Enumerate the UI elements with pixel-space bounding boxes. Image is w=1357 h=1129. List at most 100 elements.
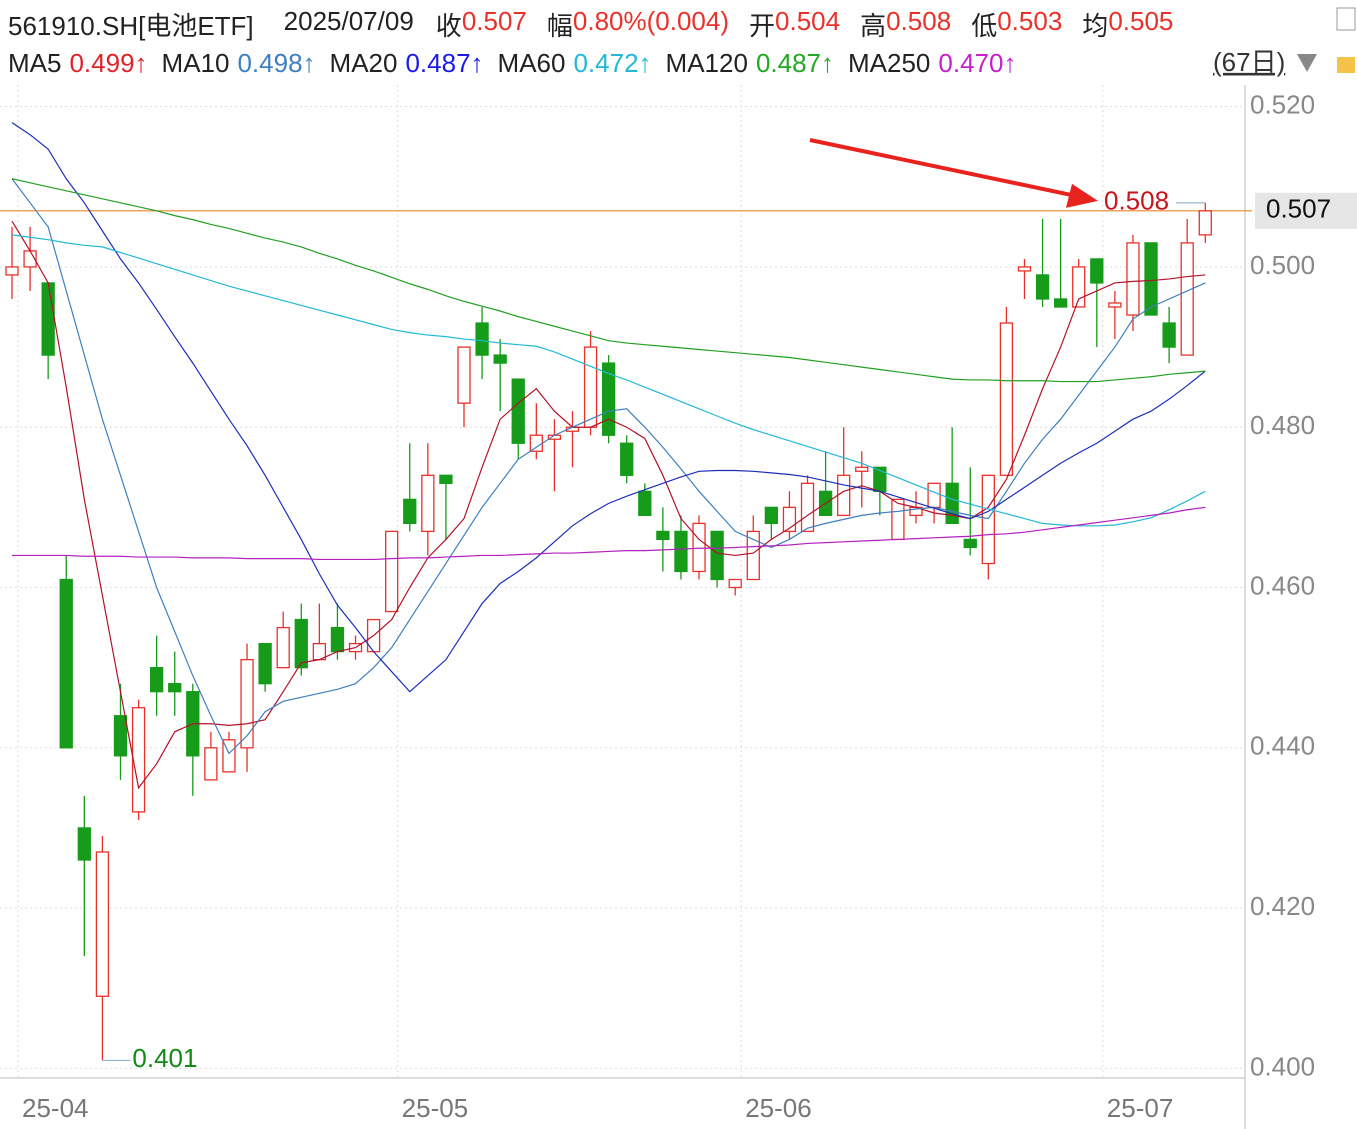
- candle-body: [1180, 242, 1194, 356]
- quote-label: 收: [435, 11, 462, 41]
- candle-body: [529, 434, 543, 452]
- dropdown-arrow[interactable]: [1297, 54, 1317, 72]
- x-tick-label: 25-07: [1107, 1093, 1174, 1123]
- quote-label: 低: [971, 11, 998, 41]
- quote-value: 0.80%(0.004): [572, 6, 730, 36]
- price-tag: [1255, 192, 1357, 229]
- candle-body: [583, 346, 598, 428]
- candle-body: [1053, 298, 1068, 308]
- candle-body: [981, 474, 995, 565]
- min-label: 0.401: [132, 1043, 197, 1073]
- candle-body: [728, 578, 742, 589]
- icon[interactable]: [1336, 7, 1356, 31]
- legend-value: 0.470↑: [938, 48, 1017, 78]
- candle-body: [601, 362, 616, 436]
- candle-body: [330, 626, 345, 653]
- quote-label: 均: [1082, 11, 1109, 41]
- period[interactable]: (67日): [1213, 47, 1285, 77]
- candle-body: [1017, 266, 1032, 272]
- legend-value: 0.487↑: [405, 48, 484, 78]
- header: 561910.SH[电池ETF] 2025/07/09 收 0.507 幅 0.80%(0…: [8, 6, 1173, 43]
- candle-body: [149, 667, 164, 693]
- candle-body: [5, 266, 19, 276]
- legend-value: 0.499↑: [69, 48, 148, 78]
- candle-body: [837, 474, 851, 517]
- candle-body: [710, 530, 724, 581]
- candle-body: [95, 851, 110, 997]
- quote-value: 0.508: [886, 6, 952, 36]
- quote-value: 0.507: [461, 6, 527, 36]
- candle-body: [131, 707, 146, 813]
- marker-arrow: [809, 138, 1081, 199]
- legend-name: MA60: [497, 48, 566, 78]
- y-tick-label: 0.460: [1250, 570, 1315, 600]
- candle-body: [1144, 242, 1158, 316]
- x-tick-label: 25-04: [22, 1093, 89, 1123]
- legend-name: MA10: [161, 48, 230, 78]
- code: 561910.SH[电池ETF]: [8, 11, 254, 41]
- candle-body: [1162, 322, 1176, 348]
- candle-body: [1198, 210, 1212, 236]
- candle-body: [403, 498, 417, 525]
- ma-line: [11, 178, 1206, 383]
- legend-value: 0.472↑: [573, 48, 652, 78]
- candle-body: [638, 490, 652, 517]
- legend-value: 0.487↑: [755, 48, 835, 78]
- candle-body: [204, 747, 218, 781]
- y-tick-label: 0.400: [1250, 1051, 1315, 1081]
- candle-body: [1072, 266, 1086, 308]
- candle-body: [439, 474, 453, 484]
- ma-line: [11, 122, 1206, 693]
- legend-name: MA5: [8, 48, 62, 78]
- candle-body: [168, 683, 182, 693]
- candle-body: [258, 642, 272, 685]
- y-tick-label: 0.500: [1250, 250, 1315, 280]
- y-tick-label: 0.440: [1250, 731, 1315, 761]
- date: 2025/07/09: [283, 6, 414, 36]
- candle-body: [240, 658, 254, 749]
- ma-line: [11, 178, 1206, 755]
- candle-body: [656, 530, 670, 541]
- ma-line: [12, 506, 1206, 561]
- candle-body: [1126, 242, 1140, 316]
- ma-line: [11, 220, 1206, 790]
- marker-arrow-head: [1066, 183, 1098, 208]
- candle-body: [421, 474, 435, 533]
- legend-name: MA250: [848, 48, 931, 78]
- candle-body: [41, 282, 55, 356]
- candle-body: [927, 482, 941, 509]
- legend-name: MA20: [329, 48, 398, 78]
- quote-value: 0.503: [997, 6, 1063, 36]
- candle-body: [999, 322, 1014, 476]
- candle-body: [1035, 274, 1050, 300]
- quote-label: 高: [860, 11, 887, 41]
- icon[interactable]: [1337, 57, 1355, 73]
- candle-body: [620, 442, 634, 476]
- quote-value: 0.504: [775, 6, 841, 36]
- quote-value: 0.505: [1108, 6, 1174, 36]
- candle-body: [963, 538, 977, 549]
- candle-body: [493, 354, 507, 364]
- candle-body: [294, 618, 308, 669]
- candle-body: [855, 466, 869, 472]
- y-tick-label: 0.520: [1250, 90, 1315, 120]
- candle-body: [77, 827, 91, 861]
- candle-body: [457, 346, 471, 404]
- candle-body: [945, 482, 959, 525]
- candle-body: [59, 578, 73, 749]
- legend-value: 0.498↑: [237, 48, 316, 78]
- quote-label: 幅: [546, 11, 573, 41]
- candle-body: [674, 530, 688, 573]
- candle-body: [276, 626, 290, 669]
- ma-line: [11, 234, 1206, 527]
- candle-body: [385, 530, 399, 613]
- price-tag-label: 0.507: [1266, 194, 1331, 224]
- max-label: 0.508: [1104, 186, 1169, 216]
- x-tick-label: 25-05: [402, 1093, 469, 1123]
- y-tick-label: 0.480: [1250, 410, 1315, 440]
- candle-body: [746, 530, 760, 581]
- ma-legend: MA5 0.499↑ MA10 0.498↑ MA20 0.487↑ MA60 0.472↑ M…: [8, 48, 1016, 79]
- candle-body: [800, 482, 815, 533]
- x-tick-label: 25-06: [745, 1093, 812, 1123]
